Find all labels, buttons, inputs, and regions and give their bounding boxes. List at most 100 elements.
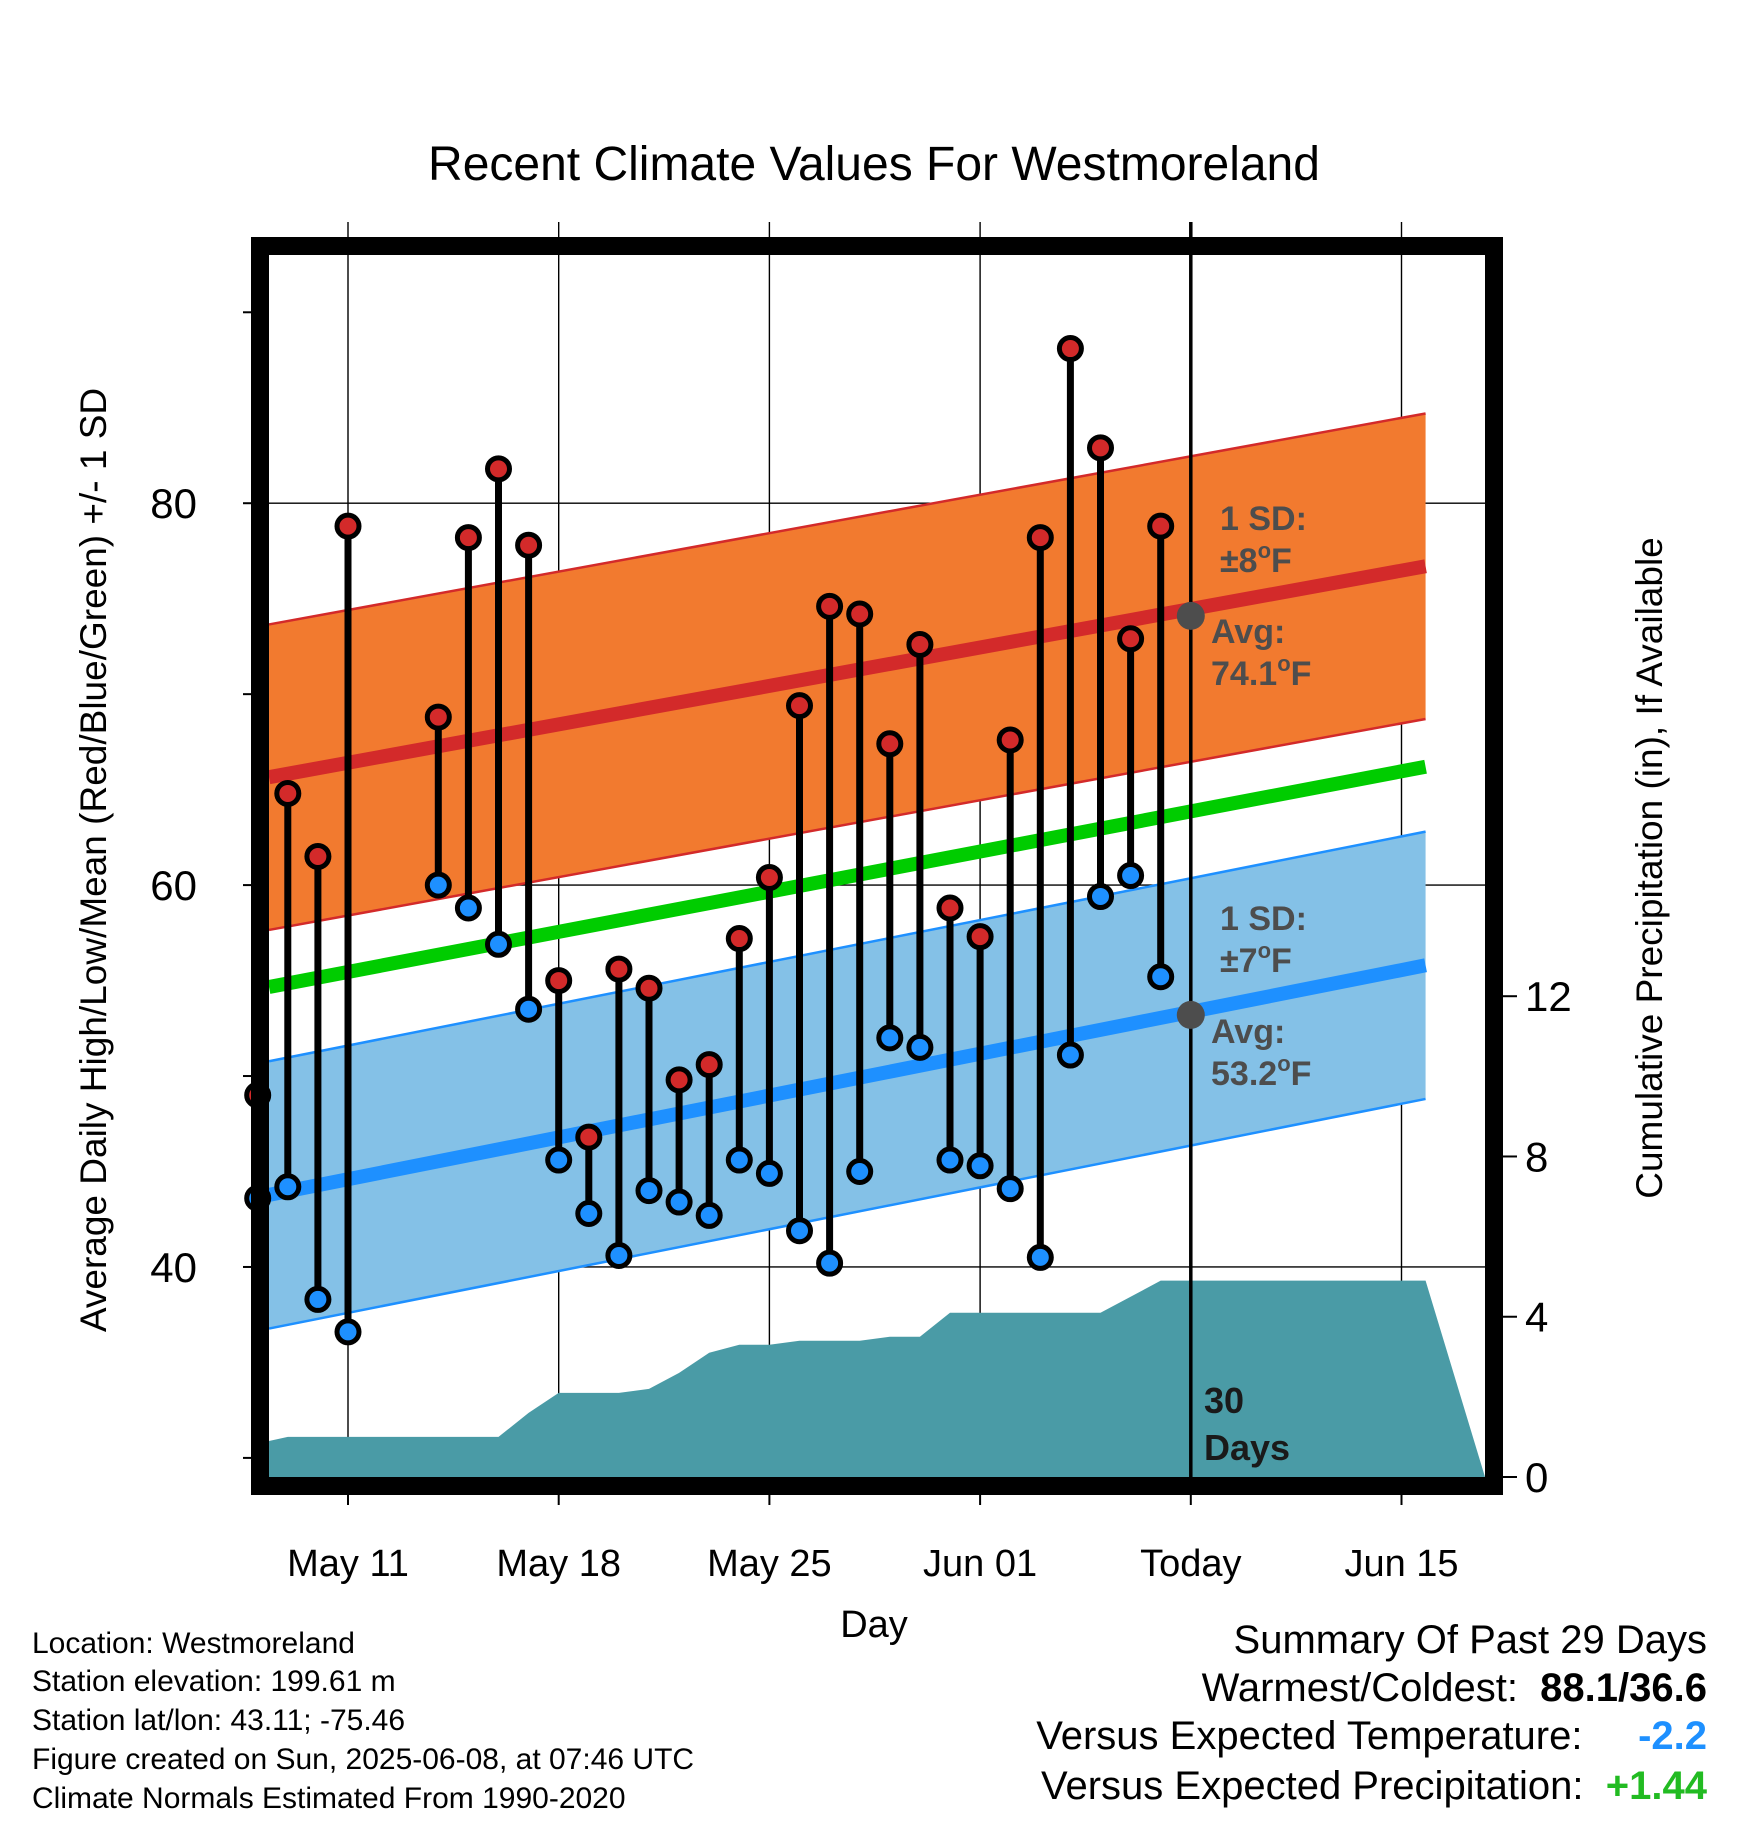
daily-low-marker — [1090, 886, 1112, 908]
daily-low-marker — [488, 933, 510, 955]
y-tick-label-right: 0 — [1525, 1454, 1548, 1501]
info-normals: Climate Normals Estimated From 1990-2020 — [32, 1782, 626, 1816]
daily-low-marker — [548, 1149, 570, 1171]
daily-low-marker — [457, 897, 479, 919]
daily-low-marker — [819, 1252, 841, 1274]
daily-high-marker — [969, 926, 991, 948]
daily-high-marker — [457, 527, 479, 549]
y-axis-left-label: Average Daily High/Low/Mean (Red/Blue/Gr… — [73, 388, 114, 1332]
daily-high-marker — [789, 695, 811, 717]
daily-low-marker — [1120, 865, 1142, 887]
daily-low-marker — [698, 1204, 720, 1226]
x-axis-label: Day — [840, 1604, 908, 1646]
daily-high-marker — [999, 729, 1021, 751]
y-axis-right-label: Cumulative Precipitation (in), If Availa… — [1629, 537, 1670, 1199]
x-tick-label: Today — [1140, 1543, 1241, 1585]
info-elevation: Station elevation: 199.61 m — [32, 1665, 396, 1699]
daily-low-marker — [277, 1176, 299, 1198]
daily-high-marker — [849, 603, 871, 625]
low-avg-label: Avg: — [1211, 1013, 1285, 1051]
summary-precip-value: +1.44 — [1606, 1764, 1707, 1808]
daily-low-marker — [999, 1178, 1021, 1200]
low-avg-value: 53.2oF — [1211, 1051, 1311, 1093]
daily-high-marker — [1059, 338, 1081, 360]
daily-high-marker — [668, 1069, 690, 1091]
y-tick-label-right: 8 — [1525, 1133, 1548, 1180]
high-sd-label: 1 SD: — [1220, 500, 1307, 538]
daily-low-marker — [518, 998, 540, 1020]
daily-high-marker — [819, 595, 841, 617]
summary-temp-label: Versus Expected Temperature: — [1036, 1714, 1582, 1758]
daily-low-marker — [969, 1155, 991, 1177]
daily-low-marker — [879, 1027, 901, 1049]
y-tick-label-left: 80 — [150, 480, 197, 527]
x-tick-label: May 18 — [496, 1543, 621, 1585]
today-avg-low-marker — [1177, 1001, 1205, 1029]
daily-high-marker — [879, 733, 901, 755]
precip-area — [269, 1281, 1485, 1477]
daily-high-marker — [638, 977, 660, 999]
daily-high-marker — [1150, 515, 1172, 537]
daily-high-marker — [728, 928, 750, 950]
summary-warm-cold: Warmest/Coldest: 88.1/36.6 — [1202, 1666, 1707, 1711]
daily-low-marker — [758, 1162, 780, 1184]
daily-low-marker — [1029, 1246, 1051, 1268]
high-avg-value: 74.1oF — [1211, 651, 1311, 693]
daily-high-marker — [307, 845, 329, 867]
daily-low-marker — [1150, 966, 1172, 988]
climate-chart: Recent Climate Values For Westmoreland 1… — [0, 0, 1748, 1828]
daily-high-marker — [939, 897, 961, 919]
summary-temp: Versus Expected Temperature: -2.2 — [1036, 1714, 1707, 1759]
summary-precip: Versus Expected Precipitation: +1.44 — [1041, 1764, 1707, 1809]
daily-high-marker — [1120, 628, 1142, 650]
daily-high-marker — [608, 958, 630, 980]
daily-high-marker — [1029, 527, 1051, 549]
days-count-number: 30 — [1204, 1380, 1244, 1421]
daily-high-marker — [427, 706, 449, 728]
summary-warm-cold-label: Warmest/Coldest: — [1202, 1666, 1518, 1710]
high-avg-label: Avg: — [1211, 613, 1285, 651]
y-tick-label-left: 40 — [150, 1244, 197, 1291]
today-avg-high-marker — [1177, 602, 1205, 630]
summary-precip-label: Versus Expected Precipitation: — [1041, 1764, 1584, 1808]
high-sd-value: ±8oF — [1220, 538, 1292, 580]
daily-high-marker — [1090, 437, 1112, 459]
daily-low-marker — [849, 1161, 871, 1183]
days-count-label: Days — [1204, 1427, 1290, 1468]
daily-low-marker — [668, 1191, 690, 1213]
daily-high-marker — [277, 782, 299, 804]
x-tick-label: May 11 — [287, 1543, 409, 1585]
daily-low-marker — [337, 1321, 359, 1343]
y-tick-label-left: 60 — [150, 862, 197, 909]
summary-title: Summary Of Past 29 Days — [1234, 1618, 1707, 1663]
y-tick-label-right: 4 — [1525, 1294, 1548, 1341]
daily-low-marker — [789, 1220, 811, 1242]
summary-warm-cold-value: 88.1/36.6 — [1540, 1666, 1707, 1710]
info-latlon: Station lat/lon: 43.11; -75.46 — [32, 1704, 405, 1738]
x-tick-label: Jun 01 — [923, 1543, 1037, 1585]
daily-low-marker — [728, 1149, 750, 1171]
x-tick-label: Jun 15 — [1344, 1543, 1458, 1585]
daily-low-marker — [909, 1036, 931, 1058]
daily-high-marker — [548, 970, 570, 992]
daily-low-marker — [608, 1245, 630, 1267]
daily-high-marker — [337, 515, 359, 537]
daily-low-marker — [578, 1203, 600, 1225]
chart-title: Recent Climate Values For Westmoreland — [428, 138, 1320, 191]
daily-low-marker — [427, 874, 449, 896]
info-created: Figure created on Sun, 2025-06-08, at 07… — [32, 1743, 694, 1777]
daily-high-marker — [698, 1054, 720, 1076]
daily-high-marker — [909, 634, 931, 656]
daily-low-marker — [638, 1180, 660, 1202]
daily-low-marker — [939, 1149, 961, 1171]
x-tick-label: May 25 — [707, 1543, 832, 1585]
low-sd-value: ±7oF — [1220, 938, 1292, 980]
daily-high-marker — [488, 458, 510, 480]
precip-area-group — [269, 1281, 1485, 1477]
daily-high-marker — [518, 534, 540, 556]
daily-high-marker — [758, 866, 780, 888]
daily-high-marker — [578, 1126, 600, 1148]
summary-temp-value: -2.2 — [1638, 1714, 1707, 1758]
low-sd-label: 1 SD: — [1220, 900, 1307, 938]
y-tick-label-right: 12 — [1525, 973, 1572, 1020]
